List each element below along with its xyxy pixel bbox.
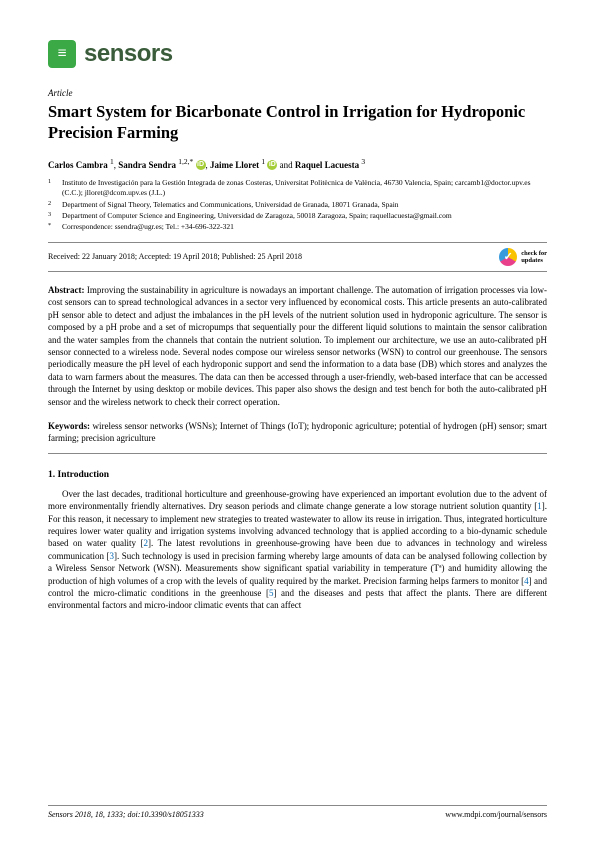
affiliation-num: 1 <box>48 178 56 198</box>
orcid-icon[interactable]: iD <box>196 160 206 170</box>
affiliation-text: Department of Computer Science and Engin… <box>62 211 452 221</box>
article-type: Article <box>48 88 547 98</box>
section-title: 1. Introduction <box>48 470 547 480</box>
divider <box>48 453 547 454</box>
pub-dates: Received: 22 January 2018; Accepted: 19 … <box>48 252 302 261</box>
affiliation-row: * Correspondence: ssendra@ugr.es; Tel.: +… <box>48 222 547 232</box>
author-name: Jaime Lloret <box>210 160 261 170</box>
affiliation-row: 2 Department of Signal Theory, Telematics… <box>48 200 547 210</box>
affiliation-text: Instituto de Investigación para la Gesti… <box>62 178 547 198</box>
reference-link[interactable]: 3 <box>110 551 115 561</box>
affiliation-num: 2 <box>48 200 56 210</box>
author-affil-sup: 1 <box>261 157 265 166</box>
author-name: Carlos Cambra <box>48 160 110 170</box>
reference-link[interactable]: 1 <box>537 501 542 511</box>
keywords: Keywords: wireless sensor networks (WSNs… <box>48 420 547 445</box>
affiliation-num: 3 <box>48 211 56 221</box>
affiliation-text: Correspondence: ssendra@ugr.es; Tel.: +3… <box>62 222 234 232</box>
keywords-label: Keywords: <box>48 421 90 431</box>
orcid-icon[interactable]: iD <box>267 160 277 170</box>
abstract-text: Improving the sustainability in agricult… <box>48 285 547 407</box>
journal-logo-icon: ≡ <box>48 40 76 68</box>
author-affil-sup: 1 <box>110 157 114 166</box>
footer-url: www.mdpi.com/journal/sensors <box>445 810 547 819</box>
author-affil-sup: 3 <box>361 157 365 166</box>
author-name: Sandra Sendra <box>118 160 178 170</box>
affiliations: 1 Instituto de Investigación para la Gest… <box>48 178 547 232</box>
intro-paragraph: Over the last decades, traditional horti… <box>48 488 547 612</box>
author-name: Raquel Lacuesta <box>295 160 362 170</box>
journal-name: sensors <box>84 40 173 68</box>
reference-link[interactable]: 4 <box>524 576 529 586</box>
paper-title: Smart System for Bicarbonate Control in … <box>48 102 547 143</box>
check-updates-icon <box>499 248 517 266</box>
dates-row: Received: 22 January 2018; Accepted: 19 … <box>48 242 547 272</box>
abstract: Abstract: Improving the sustainability i… <box>48 284 547 408</box>
keywords-text: wireless sensor networks (WSNs); Interne… <box>48 421 547 443</box>
footer-citation: Sensors 2018, 18, 1333; doi:10.3390/s180… <box>48 810 204 819</box>
affiliation-row: 3 Department of Computer Science and Engi… <box>48 211 547 221</box>
author-affil-sup: 1,2,* <box>178 157 193 166</box>
abstract-label: Abstract: <box>48 285 85 295</box>
logo-glyph: ≡ <box>57 45 66 63</box>
author-list: Carlos Cambra 1, Sandra Sendra 1,2,* iD,… <box>48 157 547 170</box>
affiliation-row: 1 Instituto de Investigación para la Gest… <box>48 178 547 198</box>
page-footer: Sensors 2018, 18, 1333; doi:10.3390/s180… <box>48 805 547 819</box>
affiliation-num: * <box>48 222 56 232</box>
reference-link[interactable]: 2 <box>143 538 148 548</box>
check-for-updates[interactable]: check forupdates <box>499 248 547 266</box>
check-updates-label: check forupdates <box>521 250 547 264</box>
journal-header: ≡ sensors <box>48 40 547 68</box>
reference-link[interactable]: 5 <box>269 588 274 598</box>
affiliation-text: Department of Signal Theory, Telematics … <box>62 200 399 210</box>
